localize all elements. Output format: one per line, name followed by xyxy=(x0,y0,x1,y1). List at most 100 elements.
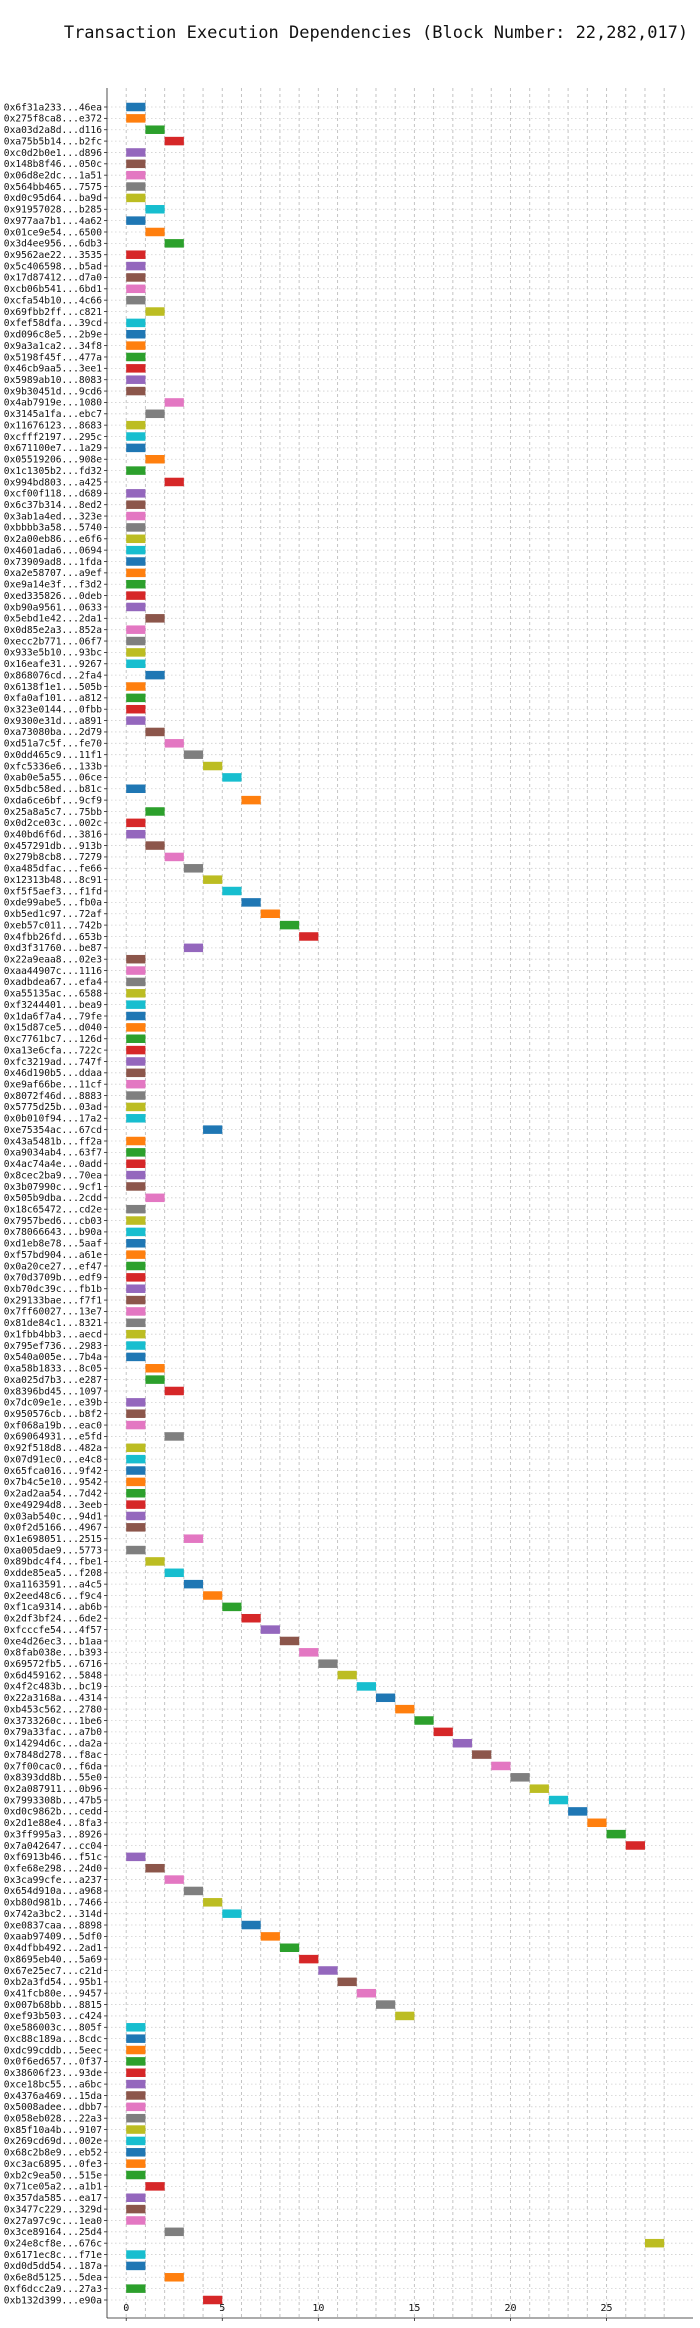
transaction-bar xyxy=(529,1784,549,1793)
transaction-bar xyxy=(126,1318,146,1328)
transaction-bar xyxy=(145,727,165,737)
transaction-label: 0x7b4c5e10...9542 xyxy=(4,1477,102,1488)
transaction-bar xyxy=(126,330,146,339)
transaction-label: 0x9562ae22...3535 xyxy=(4,250,102,261)
transaction-bar xyxy=(126,170,146,180)
transaction-label: 0xb2c9ea50...515e xyxy=(4,2170,102,2181)
transaction-bar xyxy=(164,239,184,248)
transaction-label: 0x16eafe31...9267 xyxy=(4,659,102,670)
transaction-label: 0x950576cb...b8f2 xyxy=(4,1409,102,1420)
transaction-bar xyxy=(241,1613,261,1623)
transaction-bar xyxy=(126,704,146,714)
transaction-bar xyxy=(126,2113,146,2123)
transaction-label: 0x0f2d5166...4967 xyxy=(4,1523,102,1534)
transaction-label: 0x89bdc4f4...fbe1 xyxy=(4,1557,102,1568)
transaction-label: 0x78066643...b90a xyxy=(4,1227,102,1238)
transaction-bar xyxy=(126,2079,146,2089)
transaction-bar xyxy=(625,1841,645,1850)
transaction-bar xyxy=(126,693,146,703)
transaction-bar xyxy=(126,1511,146,1521)
transaction-label: 0x69fbb2ff...c821 xyxy=(4,307,102,318)
transaction-bar xyxy=(126,2216,146,2225)
transaction-bar xyxy=(203,761,223,771)
transaction-label: 0xb5ed1c97...72af xyxy=(4,909,102,920)
transaction-label: 0x8396bd45...1097 xyxy=(4,1386,102,1397)
transaction-label: 0xb132d399...e90a xyxy=(4,2295,102,2306)
transaction-bar xyxy=(260,909,280,919)
transaction-label: 0x11676123...8683 xyxy=(4,420,102,431)
transaction-bar xyxy=(126,1057,146,1066)
transaction-label: 0x1da6f7a4...79fe xyxy=(4,1011,102,1022)
transaction-bar xyxy=(145,614,165,623)
transaction-label: 0xa025d7b3...e287 xyxy=(4,1375,102,1386)
transaction-bar xyxy=(145,409,165,419)
transaction-label: 0x279b8cb8...7279 xyxy=(4,852,102,863)
transaction-label: 0x5dbc58ed...b81c xyxy=(4,784,102,795)
transaction-label: 0x275f8ca8...e372 xyxy=(4,114,102,125)
transaction-bar xyxy=(145,454,165,464)
transaction-bar xyxy=(222,1602,242,1612)
transaction-label: 0xb90a9561...0633 xyxy=(4,602,102,613)
transaction-label: 0x3ca99cfe...a237 xyxy=(4,1875,102,1886)
transaction-label: 0xd096c8e5...2b9e xyxy=(4,330,102,341)
transaction-label: 0x3145a1fa...ebc7 xyxy=(4,409,102,420)
transaction-label: 0xd0d5dd54...187a xyxy=(4,2261,102,2272)
transaction-label: 0xd51a7c5f...fe70 xyxy=(4,739,102,750)
transaction-label: 0x8cec2ba9...70ea xyxy=(4,1170,102,1181)
transaction-label: 0xcf00f118...d689 xyxy=(4,489,102,500)
transaction-bar xyxy=(126,273,146,282)
transaction-label: 0x8393dd8b...55e0 xyxy=(4,1773,102,1784)
transaction-bar xyxy=(126,2068,146,2077)
transaction-label: 0xe49294d8...3eeb xyxy=(4,1500,102,1511)
transaction-label: 0x6138f1e1...505b xyxy=(4,682,102,693)
transaction-label: 0xb453c562...2780 xyxy=(4,1704,102,1715)
transaction-bar xyxy=(126,159,146,169)
x-tick-label: 25 xyxy=(601,2303,613,2314)
transaction-label: 0x18c65472...cd2e xyxy=(4,1204,102,1215)
transaction-label: 0x73909ad8...1fda xyxy=(4,557,102,568)
transaction-bar xyxy=(279,1636,300,1646)
transaction-label: 0x85f10a4b...9107 xyxy=(4,2125,102,2136)
transaction-label: 0x15d87ce5...d040 xyxy=(4,1023,102,1034)
transaction-bar xyxy=(126,432,146,441)
transaction-bar xyxy=(126,148,146,157)
transaction-label: 0xe586003c...805f xyxy=(4,2023,102,2034)
transaction-label: 0xadbdea67...efa4 xyxy=(4,977,102,988)
transaction-label: 0x7ff60027...13e7 xyxy=(4,1307,102,1318)
transaction-label: 0xf6dcc2a9...27a3 xyxy=(4,2284,102,2295)
transaction-bar xyxy=(164,2227,184,2237)
transaction-label: 0x9b30451d...9cd6 xyxy=(4,386,102,397)
transaction-bar xyxy=(145,1364,165,1373)
transaction-bar xyxy=(126,1454,146,1464)
transaction-bar xyxy=(241,795,261,805)
transaction-label: 0xcb06b541...6bd1 xyxy=(4,284,102,295)
transaction-bar xyxy=(126,2204,146,2214)
transaction-bar xyxy=(126,818,146,828)
transaction-label: 0x564bb465...7575 xyxy=(4,182,102,193)
transaction-bar xyxy=(126,682,146,691)
transaction-bar xyxy=(126,2102,146,2112)
transaction-label: 0x65fca016...9f42 xyxy=(4,1466,102,1477)
transaction-label: 0x3ab1a4ed...323e xyxy=(4,511,102,522)
y-axis-labels: 0x6f31a233...46ea0x275f8ca8...e3720xa03d… xyxy=(4,102,107,2306)
transaction-label: 0x7a042647...cc04 xyxy=(4,1841,102,1852)
transaction-label: 0xa2e58707...a9ef xyxy=(4,568,102,579)
transaction-label: 0x977aa7b1...4a62 xyxy=(4,216,102,227)
transaction-bar xyxy=(126,625,146,634)
transaction-bar xyxy=(126,2261,146,2271)
transaction-bar xyxy=(126,2057,146,2066)
transaction-label: 0x71ce05a2...a1b1 xyxy=(4,2182,102,2193)
transaction-bar xyxy=(126,216,146,225)
transaction-label: 0x2df3bf24...6de2 xyxy=(4,1614,102,1625)
transaction-label: 0xe75354ac...67cd xyxy=(4,1125,102,1136)
transaction-label: 0x058eb028...22a3 xyxy=(4,2113,102,2124)
transaction-label: 0xde99abe5...fb0a xyxy=(4,898,102,909)
transaction-bar xyxy=(356,1682,376,1691)
transaction-label: 0x795ef736...2983 xyxy=(4,1341,102,1352)
transaction-label: 0x7993308b...47b5 xyxy=(4,1795,102,1806)
transaction-label: 0x5989ab10...8083 xyxy=(4,375,102,386)
transaction-bar xyxy=(126,1545,146,1555)
transaction-label: 0xf6913b46...f51c xyxy=(4,1852,102,1863)
transaction-bar xyxy=(126,659,146,669)
